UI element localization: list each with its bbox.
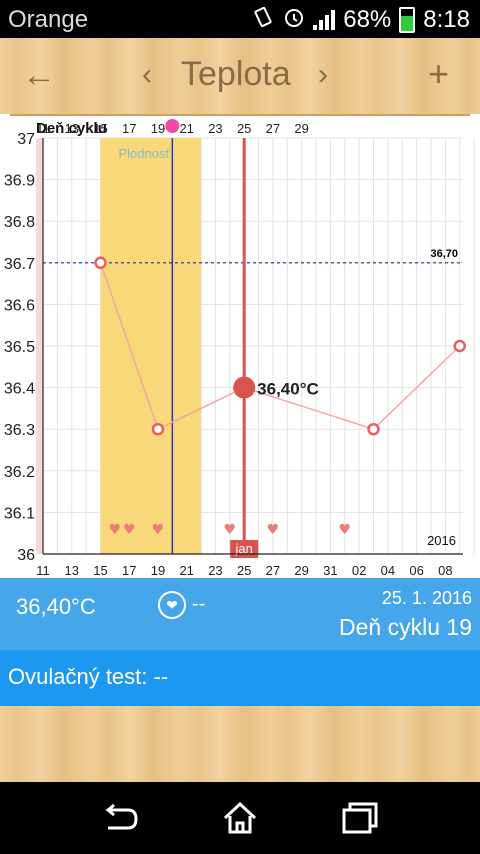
y-tick-label: 36.9 [4,173,35,190]
navigation-bar [0,782,480,854]
top-tick-label: 29 [294,121,308,136]
x-tick-label: 23 [208,563,222,578]
y-tick-label: 36.7 [4,256,35,273]
x-tick-label: 21 [179,563,193,578]
temperature-value: 36,40°C [16,594,96,619]
header: ← ‹ Teplota › + [0,38,480,114]
heart-marker: ♥ [123,522,136,538]
top-tick-label: 15 [93,121,107,136]
top-tick-label: 27 [266,121,280,136]
data-point [453,339,466,353]
vibrate-icon [251,6,275,34]
data-point [94,256,107,270]
heart-marker: ♥ [267,522,280,538]
left-marker-band [36,138,43,554]
selected-date: 25. 1. 2016 [381,588,472,608]
selected-point [233,376,256,399]
year-label: 2016 [427,533,456,548]
carrier-name: Orange [8,6,89,33]
data-point [367,422,380,436]
heart-value: -- [192,593,206,615]
page-title: Teplota [181,55,291,93]
y-tick-label: 36.4 [4,381,35,398]
top-tick-label: 21 [179,121,193,136]
status-bar: Orange 68% 8:18 [0,0,480,38]
footer-background [0,706,480,782]
heart-marker: ♥ [224,522,237,538]
top-tick-label: 11 [36,121,50,136]
top-tick-label: 25 [237,121,251,136]
previous-button[interactable]: ‹ [142,58,152,91]
y-tick-label: 36.8 [4,214,35,231]
top-tick-label: 13 [65,121,79,136]
temperature-chart[interactable]: Plodnosť 36,70 36,40°C ♥ ♥ ♥ ♥ ♥ ♥ jan 2016 37 36.9 3… [0,114,480,578]
x-tick-label: 08 [438,563,452,578]
back-button[interactable]: ← [22,56,56,94]
recent-apps-nav-icon[interactable] [340,800,380,836]
x-tick-label: 06 [409,563,423,578]
y-tick-label: 36.5 [4,339,35,356]
top-tick-label: 23 [208,121,222,136]
fertile-window [100,138,202,554]
y-tick-label: 36.6 [4,297,35,314]
clock: 8:18 [423,6,470,33]
x-tick-label: 31 [323,563,337,578]
signal-icon [313,10,336,30]
y-tick-label: 36 [17,547,35,564]
temperature-info-panel: 36,40°C ❤ -- 25. 1. 2016 Deň cyklu 19 [0,578,480,650]
battery-percent: 68% [343,6,392,33]
fertile-label: Plodnosť [118,146,170,161]
x-tick-label: 25 [237,563,251,578]
add-button[interactable]: + [428,53,450,94]
battery-icon [399,7,416,33]
ovulation-dot [165,119,180,133]
y-tick-label: 36.1 [4,505,35,522]
x-tick-label: 04 [381,563,395,578]
x-tick-label: 02 [352,563,366,578]
cycle-day: Deň cyklu 19 [339,614,472,640]
x-tick-label: 29 [294,563,308,578]
selected-value-label: 36,40°C [257,380,319,399]
x-tick-label: 19 [151,563,165,578]
x-tick-label: 11 [36,563,50,578]
y-tick-label: 36.3 [4,422,35,439]
y-tick-label: 36.2 [4,464,35,481]
x-tick-label: 17 [122,563,136,578]
alarm-icon [283,6,305,34]
back-nav-icon[interactable] [100,800,140,836]
y-tick-label: 37 [17,131,35,148]
heart-marker: ♥ [338,522,351,538]
heart-marker: ♥ [152,522,165,538]
heart-icon[interactable]: ❤ [158,591,186,619]
top-axis-label: Deň cyklu [36,120,107,137]
heart-marker: ♥ [109,522,122,538]
top-tick-label: 17 [122,121,136,136]
x-tick-label: 15 [93,563,107,578]
next-button[interactable]: › [318,58,328,91]
data-point [151,422,165,436]
x-tick-label: 13 [65,563,79,578]
month-label: jan [235,541,253,556]
top-tick-label: 19 [151,121,165,136]
x-tick-label: 27 [266,563,280,578]
reference-label: 36,70 [430,248,458,260]
home-nav-icon[interactable] [220,800,260,836]
ovulation-test-panel[interactable]: Ovulačný test: -- [0,650,480,706]
ovulation-test-label: Ovulačný test: -- [8,664,169,689]
